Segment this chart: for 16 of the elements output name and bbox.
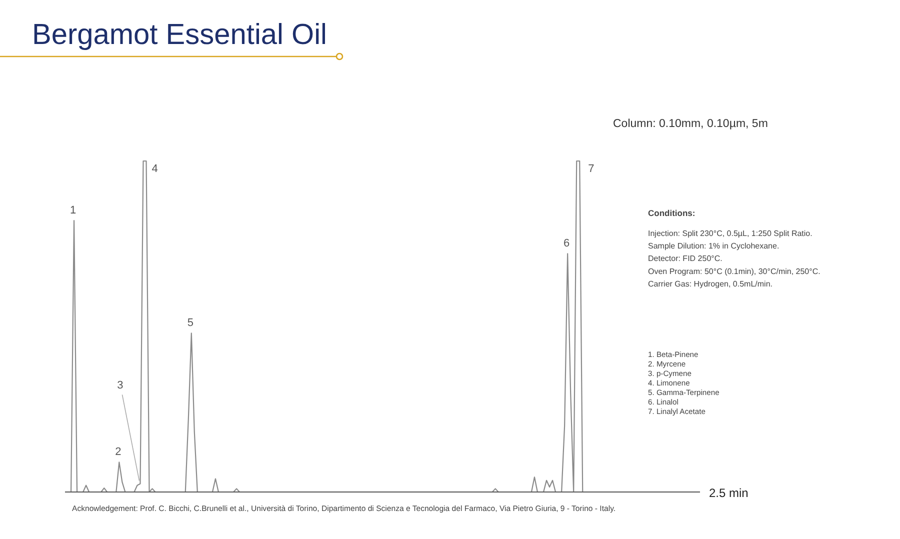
annotation: Injection: Split 230°C, 0.5µL, 1:250 Split Ratio.: [648, 229, 812, 238]
text: 2.5 min: [709, 486, 748, 500]
chart-title: Bergamot Essential Oil: [32, 19, 327, 51]
annotation: Carrier Gas: Hydrogen, 0.5mL/min.: [648, 279, 772, 288]
annotation: 5: [187, 317, 194, 330]
annotation: Conditions:: [648, 208, 696, 218]
chart-subtitle: Column: 0.10mm, 0.10µm, 5m: [613, 118, 768, 130]
annotation: Sample Dilution: 1% in Cyclohexane.: [648, 242, 780, 251]
annotation: Detector: FID 250°C.: [648, 254, 722, 264]
annotation: 6: [564, 238, 570, 250]
annotation: 3: [117, 380, 124, 392]
annotation: Oven Program: 50°C (0.1min), 30°C/min, 250°C.: [648, 266, 820, 276]
annotation: 4: [152, 163, 158, 175]
annotation: 7: [588, 163, 594, 175]
annotation: 2: [115, 446, 122, 458]
annotation: 1: [70, 204, 76, 217]
